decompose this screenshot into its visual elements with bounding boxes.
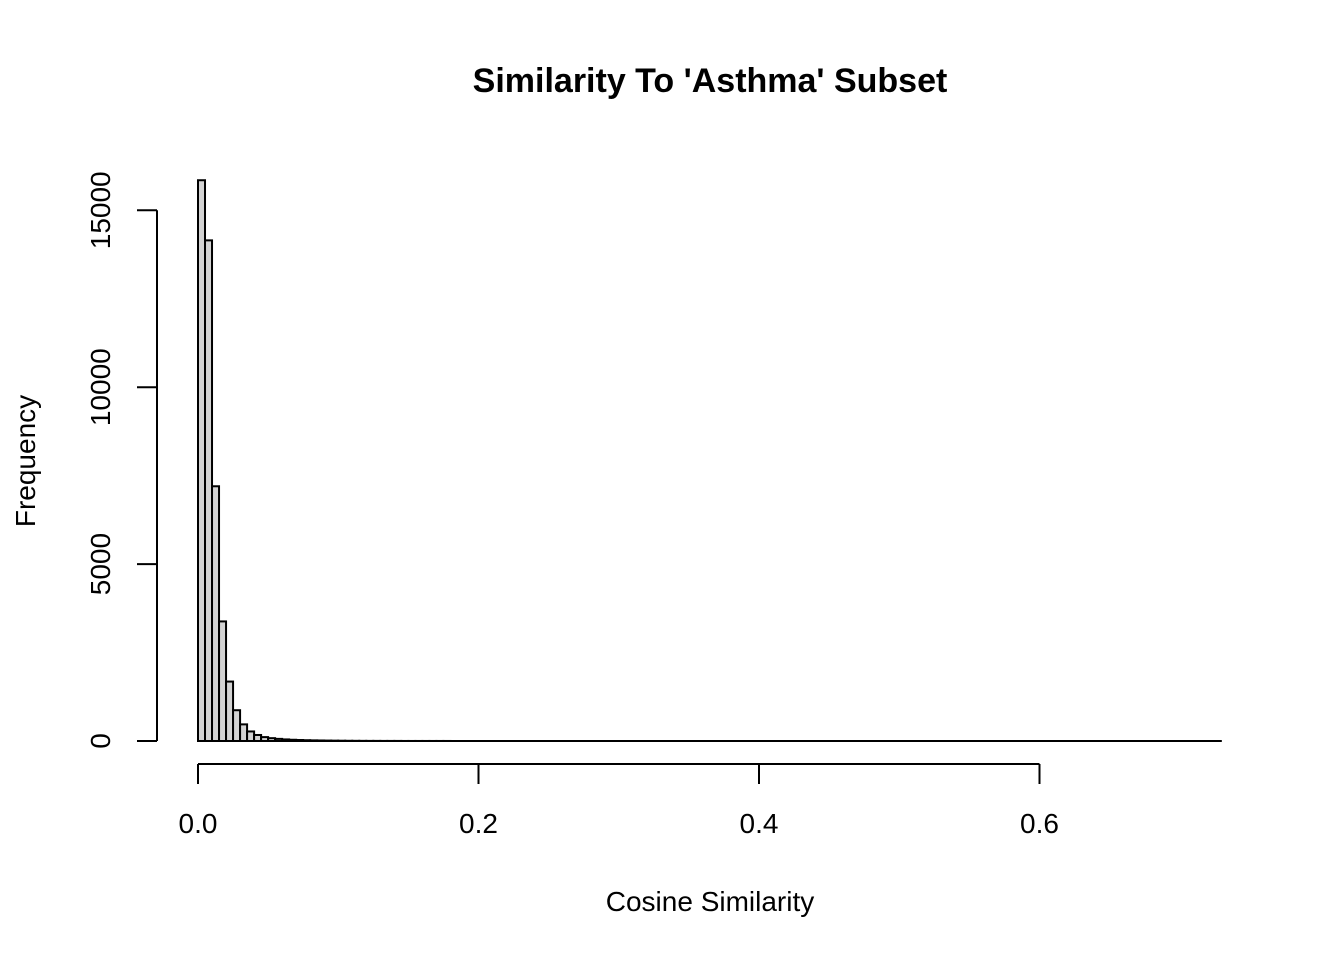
histogram-bar (197, 179, 207, 743)
histogram-bar (204, 239, 214, 743)
y-tick-label: 5000 (85, 533, 116, 595)
x-tick-label: 0.4 (740, 808, 779, 839)
histogram-bar (211, 485, 221, 742)
histogram-bar (239, 723, 249, 742)
histogram-bar (225, 680, 235, 742)
histogram-bar (232, 709, 242, 743)
x-tick-label: 0.2 (459, 808, 498, 839)
y-tick-label: 0 (85, 733, 116, 749)
y-tick-label: 15000 (85, 171, 116, 249)
x-tick-label: 0.0 (179, 808, 218, 839)
histogram-bar (218, 620, 228, 742)
y-tick-label: 10000 (85, 348, 116, 426)
y-axis-label: Frequency (10, 395, 41, 527)
histogram-bar (246, 730, 256, 742)
x-axis: 0.0 0.2 0.4 0.6 (179, 763, 1059, 839)
bars-group (197, 179, 1222, 743)
chart-title: Similarity To 'Asthma' Subset (473, 62, 948, 100)
x-axis-label: Cosine Similarity (606, 886, 815, 917)
x-tick-label: 0.6 (1020, 808, 1059, 839)
y-axis: 0 5000 10000 15000 (85, 171, 158, 749)
